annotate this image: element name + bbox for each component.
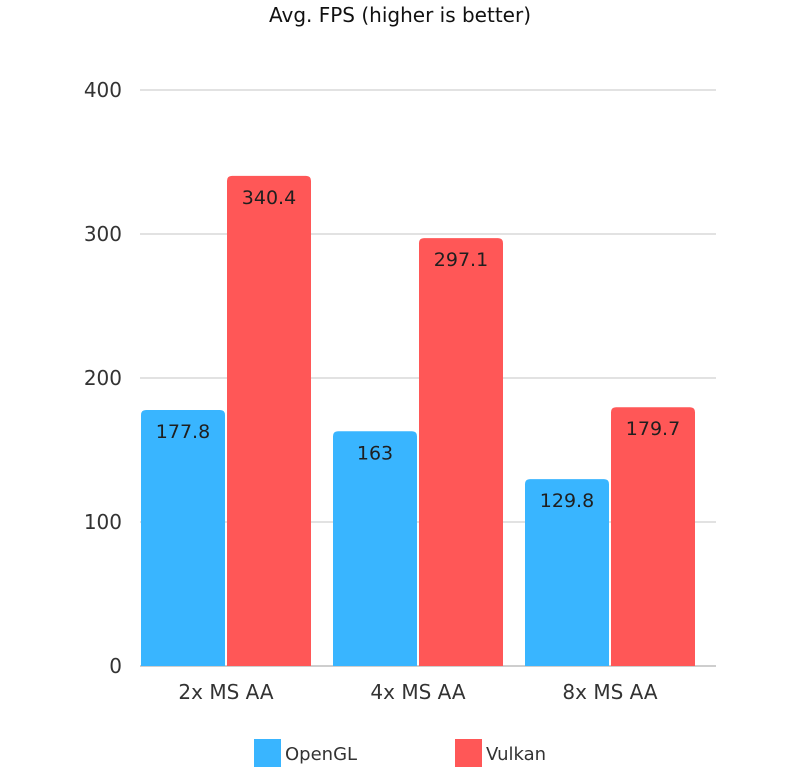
y-tick-label: 100 [84, 510, 122, 534]
bar-vulkan-1 [419, 238, 503, 666]
legend: OpenGL Vulkan [254, 739, 546, 767]
bars [141, 175, 695, 666]
x-category-label: 4x MS AA [370, 680, 465, 704]
legend-label-vulkan: Vulkan [486, 744, 546, 765]
bar-opengl-0 [141, 409, 225, 666]
bar-vulkan-2 [611, 407, 695, 666]
bar-value-label: 129.8 [540, 490, 594, 512]
x-category-label: 2x MS AA [178, 680, 273, 704]
bar-vulkan-0 [227, 175, 311, 666]
bar-opengl-1 [333, 431, 417, 666]
bar-opengl-2 [525, 479, 609, 666]
y-tick-label: 400 [84, 78, 122, 102]
legend-swatch-opengl [254, 739, 281, 767]
y-axis-ticks: 0 100 200 300 400 [84, 78, 122, 678]
data-labels: 177.8 340.4 163 297.1 129.8 179.7 [156, 187, 680, 512]
y-tick-label: 300 [84, 222, 122, 246]
bar-value-label: 177.8 [156, 421, 210, 443]
legend-label-opengl: OpenGL [285, 744, 357, 765]
bar-value-label: 179.7 [626, 418, 680, 440]
x-category-label: 8x MS AA [562, 680, 657, 704]
y-tick-label: 0 [109, 654, 122, 678]
bar-value-label: 163 [357, 442, 393, 464]
x-axis-categories: 2x MS AA 4x MS AA 8x MS AA [178, 680, 657, 704]
y-tick-label: 200 [84, 366, 122, 390]
bar-value-label: 340.4 [242, 187, 296, 209]
bar-value-label: 297.1 [434, 249, 488, 271]
legend-swatch-vulkan [455, 739, 482, 767]
chart-title: Avg. FPS (higher is better) [269, 3, 531, 27]
